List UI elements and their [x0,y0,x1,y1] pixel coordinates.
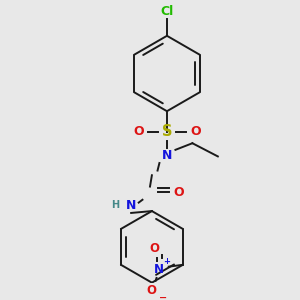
Text: Cl: Cl [160,5,174,18]
Text: S: S [162,124,172,140]
Text: N: N [154,263,164,276]
Text: N: N [126,199,136,212]
Text: −: − [159,293,167,300]
Text: H: H [111,200,119,210]
Text: O: O [134,125,144,138]
Text: O: O [190,125,200,138]
Text: O: O [150,242,160,255]
Text: O: O [147,284,157,297]
Text: +: + [164,257,170,266]
Text: O: O [173,186,184,199]
Text: N: N [162,149,172,162]
